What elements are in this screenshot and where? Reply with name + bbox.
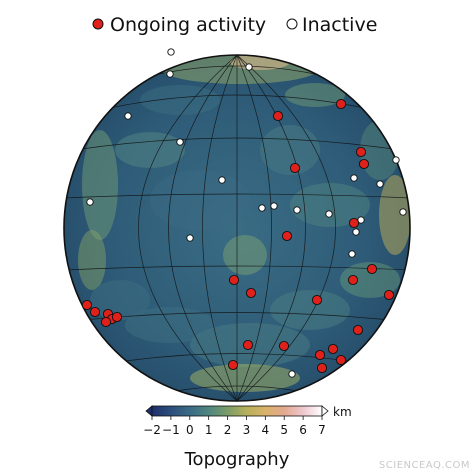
topography-texture (78, 55, 410, 392)
ongoing-volcano-marker (383, 289, 395, 301)
ongoing-volcano-marker (347, 274, 359, 286)
colorbar-tick-label: 7 (318, 423, 326, 437)
ongoing-volcano-marker (316, 362, 328, 374)
ongoing-volcano-marker (348, 217, 360, 229)
inactive-volcano-marker (258, 204, 266, 212)
ongoing-volcano-marker (100, 316, 112, 328)
colorbar-ticks: −2 −1 0 1 2 3 4 5 6 7 (143, 416, 326, 437)
colorbar: km −2 −1 0 1 2 3 4 5 6 7 Topography (143, 405, 351, 470)
volcano-markers (81, 48, 407, 378)
ongoing-volcano-marker (242, 339, 254, 351)
inactive-volcano-marker (86, 198, 94, 206)
ongoing-volcano-marker (278, 340, 290, 352)
colorbar-tick-label: 5 (280, 423, 288, 437)
ongoing-volcano-marker (358, 158, 370, 170)
ongoing-volcano-marker (81, 299, 93, 311)
ongoing-volcano-marker (245, 287, 257, 299)
inactive-volcano-marker (350, 174, 358, 182)
colorbar-tick-label: 2 (224, 423, 232, 437)
colorbar-tick-label: 0 (186, 423, 194, 437)
inactive-volcano-marker (166, 70, 174, 78)
ongoing-volcano-marker (335, 354, 347, 366)
colorbar-tick-label: 6 (299, 423, 307, 437)
ongoing-volcano-marker (335, 98, 347, 110)
colorbar-tick-label: 1 (205, 423, 213, 437)
legend-ongoing-marker (92, 18, 104, 30)
graticule (64, 55, 410, 401)
legend-ongoing-label: Ongoing activity (110, 14, 266, 36)
globe (63, 54, 411, 402)
globe-outline (63, 54, 411, 402)
ongoing-volcano-marker (228, 274, 240, 286)
ongoing-volcano-marker (327, 343, 339, 355)
watermark: SCIENCEAQ.COM (379, 460, 470, 471)
inactive-volcano-marker (124, 112, 132, 120)
inactive-volcano-marker (376, 180, 384, 188)
legend-inactive-marker (286, 18, 298, 30)
ongoing-volcano-marker (272, 110, 284, 122)
inactive-volcano-marker (392, 156, 400, 164)
inactive-volcano-marker (399, 208, 407, 216)
colorbar-tick-label: −2 (143, 423, 161, 437)
inactive-volcano-marker (270, 202, 278, 210)
colorbar-tick-label: 4 (262, 423, 270, 437)
inactive-volcano-marker (245, 63, 253, 71)
inactive-volcano-marker (186, 234, 194, 242)
inactive-volcano-marker (325, 210, 333, 218)
ongoing-volcano-marker (227, 359, 239, 371)
ongoing-volcano-marker (89, 306, 101, 318)
inactive-volcano-marker (176, 138, 184, 146)
ongoing-volcano-marker (314, 349, 326, 361)
colorbar-left-arrow (145, 405, 153, 417)
inactive-volcano-marker (218, 176, 226, 184)
colorbar-title: Topography (184, 449, 290, 470)
colorbar-unit: km (333, 405, 352, 419)
legend: Ongoing activity Inactive (92, 14, 377, 36)
colorbar-right-arrow (321, 405, 329, 417)
colorbar-tick-label: 3 (243, 423, 251, 437)
ongoing-volcano-marker (111, 311, 123, 323)
inactive-volcano-marker (348, 250, 356, 258)
legend-inactive-label: Inactive (302, 14, 377, 36)
ongoing-volcano-marker (311, 294, 323, 306)
colorbar-tick-label: −1 (162, 423, 180, 437)
ongoing-volcano-marker (281, 230, 293, 242)
inactive-volcano-marker (293, 206, 301, 214)
inactive-volcano-marker (288, 370, 296, 378)
ongoing-volcano-marker (366, 263, 378, 275)
ongoing-volcano-marker (355, 146, 367, 158)
inactive-volcano-marker (352, 228, 360, 236)
ongoing-volcano-marker (289, 162, 301, 174)
inactive-volcano-marker (167, 48, 175, 56)
colorbar-bar (151, 405, 323, 417)
ongoing-volcano-marker (352, 324, 364, 336)
